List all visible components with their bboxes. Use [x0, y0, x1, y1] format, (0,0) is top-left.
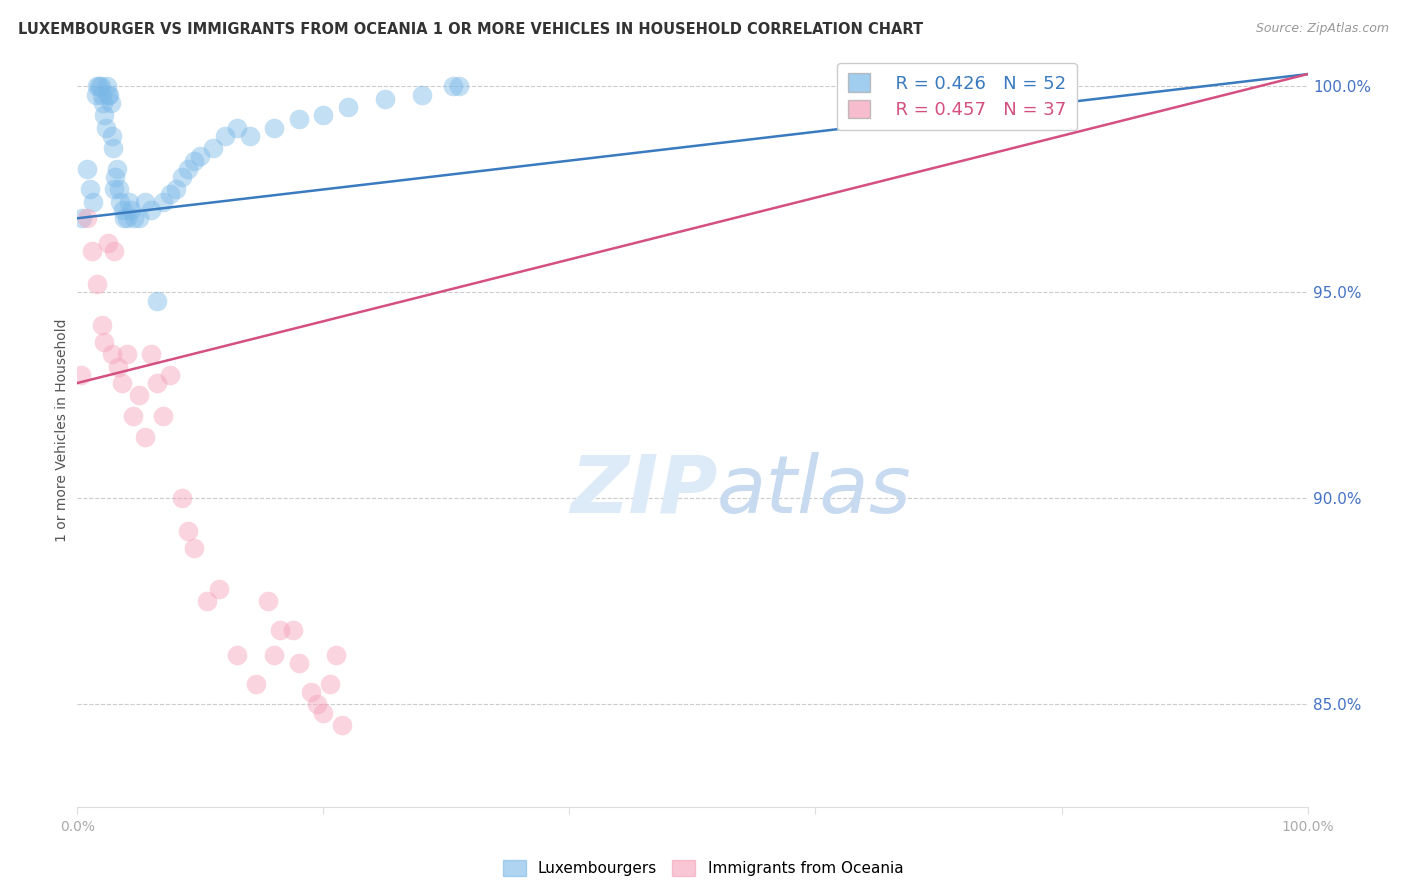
- Point: [330, 718, 353, 732]
- Point: [76, 211, 98, 226]
- Point: [281, 623, 304, 637]
- Point: [122, 211, 145, 226]
- Point: [183, 541, 205, 555]
- Point: [103, 182, 125, 196]
- Point: [82, 194, 104, 209]
- Point: [159, 186, 181, 201]
- Point: [141, 202, 163, 217]
- Point: [134, 194, 156, 209]
- Point: [263, 120, 285, 135]
- Point: [337, 100, 360, 114]
- Point: [101, 347, 124, 361]
- Point: [111, 202, 134, 217]
- Point: [134, 429, 156, 443]
- Point: [101, 141, 124, 155]
- Text: Source: ZipAtlas.com: Source: ZipAtlas.com: [1256, 22, 1389, 36]
- Point: [93, 334, 115, 349]
- Text: atlas: atlas: [717, 451, 912, 530]
- Point: [90, 79, 112, 94]
- Point: [98, 87, 121, 102]
- Point: [214, 128, 236, 143]
- Legend:   R = 0.426   N = 52,   R = 0.457   N = 37: R = 0.426 N = 52, R = 0.457 N = 37: [837, 62, 1077, 130]
- Point: [104, 170, 127, 185]
- Legend: Luxembourgers, Immigrants from Oceania: Luxembourgers, Immigrants from Oceania: [496, 855, 910, 882]
- Point: [374, 92, 396, 106]
- Point: [86, 277, 108, 292]
- Point: [159, 368, 181, 382]
- Point: [97, 235, 120, 250]
- Text: LUXEMBOURGER VS IMMIGRANTS FROM OCEANIA 1 OR MORE VEHICLES IN HOUSEHOLD CORRELAT: LUXEMBOURGER VS IMMIGRANTS FROM OCEANIA …: [18, 22, 924, 37]
- Point: [100, 95, 122, 110]
- Point: [226, 648, 249, 662]
- Point: [183, 153, 205, 168]
- Point: [86, 79, 108, 94]
- Point: [152, 194, 174, 209]
- Point: [112, 211, 135, 226]
- Point: [146, 293, 169, 308]
- Point: [190, 149, 212, 163]
- Point: [226, 120, 249, 135]
- Point: [170, 170, 193, 185]
- Point: [288, 112, 311, 127]
- Point: [121, 409, 143, 423]
- Point: [118, 194, 141, 209]
- Point: [103, 244, 125, 259]
- Point: [91, 95, 114, 110]
- Point: [82, 244, 104, 259]
- Point: [93, 108, 115, 122]
- Point: [146, 376, 169, 390]
- Point: [84, 87, 107, 102]
- Point: [96, 79, 118, 94]
- Point: [307, 698, 329, 712]
- Point: [141, 347, 163, 361]
- Point: [110, 194, 132, 209]
- Point: [70, 368, 93, 382]
- Y-axis label: 1 or more Vehicles in Household: 1 or more Vehicles in Household: [55, 318, 69, 542]
- Point: [177, 524, 200, 539]
- Point: [195, 594, 218, 608]
- Point: [128, 211, 150, 226]
- Point: [128, 388, 150, 402]
- Point: [89, 79, 111, 94]
- Point: [115, 347, 138, 361]
- Point: [121, 202, 143, 217]
- Point: [94, 120, 117, 135]
- Point: [447, 79, 470, 94]
- Point: [288, 656, 311, 670]
- Point: [201, 141, 224, 155]
- Point: [263, 648, 285, 662]
- Point: [108, 182, 131, 196]
- Point: [101, 128, 124, 143]
- Point: [318, 676, 340, 690]
- Point: [170, 491, 193, 506]
- Point: [269, 623, 291, 637]
- Point: [245, 676, 267, 690]
- Point: [257, 594, 280, 608]
- Point: [441, 79, 464, 94]
- Point: [111, 376, 132, 390]
- Point: [79, 182, 101, 196]
- Point: [90, 87, 114, 102]
- Point: [208, 582, 231, 596]
- Point: [177, 161, 200, 176]
- Point: [299, 685, 322, 699]
- Point: [312, 108, 335, 122]
- Point: [325, 648, 347, 662]
- Point: [312, 706, 335, 720]
- Point: [107, 359, 129, 374]
- Point: [90, 318, 114, 333]
- Text: ZIP: ZIP: [569, 451, 717, 530]
- Point: [97, 87, 120, 102]
- Point: [76, 161, 98, 176]
- Point: [165, 182, 187, 196]
- Point: [70, 211, 93, 226]
- Point: [115, 211, 138, 226]
- Point: [152, 409, 174, 423]
- Point: [411, 87, 433, 102]
- Point: [239, 128, 262, 143]
- Point: [105, 161, 128, 176]
